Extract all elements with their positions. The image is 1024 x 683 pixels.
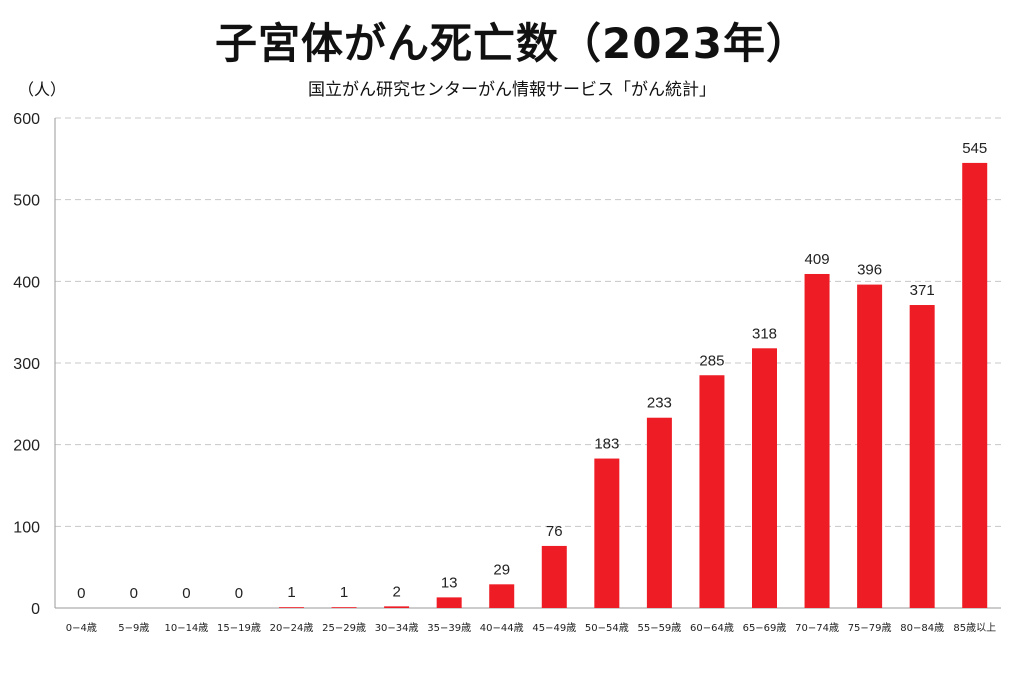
- data-label: 409: [805, 251, 830, 268]
- x-tick-label: 65−69歳: [743, 622, 787, 634]
- bar: [541, 545, 567, 608]
- y-tick-label: 500: [13, 193, 40, 210]
- y-tick-label: 600: [13, 111, 40, 128]
- data-label: 0: [77, 585, 85, 602]
- bar: [699, 375, 725, 608]
- y-tick-label: 100: [13, 519, 40, 536]
- x-tick-label: 20−24歳: [270, 622, 314, 634]
- data-label: 396: [857, 262, 882, 279]
- x-tick-label: 75−79歳: [848, 622, 892, 634]
- x-tick-label: 15−19歳: [217, 622, 261, 634]
- bar: [331, 607, 357, 608]
- x-tick-label: 80−84歳: [900, 622, 944, 634]
- bar: [962, 162, 988, 608]
- data-label: 0: [130, 585, 138, 602]
- bar: [909, 305, 935, 608]
- data-label: 233: [647, 395, 672, 412]
- data-label: 183: [594, 436, 619, 453]
- data-label: 545: [962, 140, 987, 157]
- data-label: 29: [493, 561, 510, 578]
- x-tick-label: 10−14歳: [164, 622, 208, 634]
- x-tick-label: 85歳以上: [953, 622, 996, 634]
- y-tick-label: 200: [13, 438, 40, 455]
- bar: [384, 606, 410, 608]
- bar: [279, 607, 304, 608]
- data-label: 0: [235, 585, 243, 602]
- data-label: 1: [340, 584, 348, 601]
- data-label: 76: [546, 523, 563, 540]
- bar: [804, 273, 830, 608]
- x-tick-label: 5−9歳: [118, 622, 149, 634]
- x-tick-label: 60−64歳: [690, 622, 734, 634]
- x-tick-label: 40−44歳: [480, 622, 524, 634]
- bar: [436, 597, 462, 608]
- bar: [594, 458, 620, 608]
- bar: [857, 284, 883, 608]
- chart-subtitle: 国立がん研究センターがん情報サービス「がん統計」: [308, 80, 716, 100]
- bar: [489, 584, 515, 608]
- x-tick-label: 70−74歳: [795, 622, 839, 634]
- x-tick-label: 45−49歳: [532, 622, 576, 634]
- data-label: 1: [287, 584, 295, 601]
- data-label: 2: [392, 583, 400, 600]
- x-tick-label: 50−54歳: [585, 622, 629, 634]
- x-tick-label: 0−4歳: [66, 622, 97, 634]
- chart-title: 子宮体がん死亡数（2023年）: [215, 19, 809, 68]
- y-tick-label: 300: [13, 356, 40, 373]
- data-label: 285: [699, 352, 724, 369]
- data-label: 371: [910, 282, 935, 299]
- y-axis-unit-label: （人）: [18, 80, 67, 99]
- x-tick-label: 25−29歳: [322, 622, 366, 634]
- x-tick-label: 35−39歳: [427, 622, 471, 634]
- y-tick-label: 0: [31, 601, 40, 618]
- x-tick-label: 55−59歳: [637, 622, 681, 634]
- bar: [752, 348, 777, 608]
- bar: [646, 417, 672, 608]
- data-label: 0: [182, 585, 190, 602]
- data-label: 13: [441, 574, 458, 591]
- data-label: 318: [752, 325, 777, 342]
- y-tick-label: 400: [13, 274, 40, 291]
- x-tick-label: 30−34歳: [375, 622, 419, 634]
